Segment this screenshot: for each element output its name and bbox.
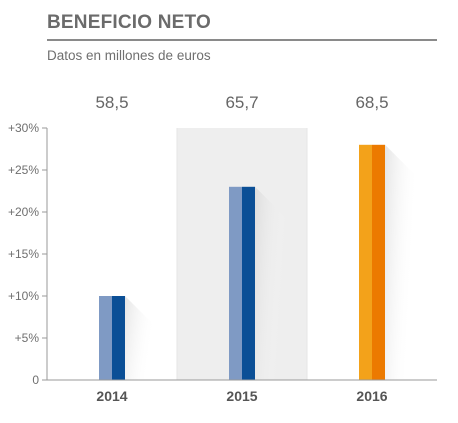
bar-2016-left bbox=[359, 144, 372, 380]
y-tick-label: +30% bbox=[8, 121, 39, 135]
bar-shadow-2015 bbox=[255, 186, 285, 380]
bar-2014-right bbox=[112, 296, 125, 380]
bar-2015 bbox=[229, 186, 255, 380]
x-tick-label-2014: 2014 bbox=[96, 388, 127, 404]
bar-shadow-2016 bbox=[385, 144, 415, 380]
bar-2014-left bbox=[99, 296, 112, 380]
x-tick-label-2016: 2016 bbox=[356, 388, 387, 404]
bar-2014 bbox=[99, 296, 125, 380]
y-tick-label: +15% bbox=[8, 247, 39, 261]
bar-2015-right bbox=[242, 186, 255, 380]
x-tick-label-2015: 2015 bbox=[226, 388, 257, 404]
y-tick-label: +10% bbox=[8, 289, 39, 303]
chart-title: BENEFICIO NETO bbox=[47, 12, 211, 33]
bar-shadow-2014 bbox=[125, 296, 155, 380]
bar-2016-right bbox=[372, 144, 385, 380]
data-label-2014: 58,5 bbox=[95, 93, 128, 112]
bar-2016 bbox=[359, 144, 385, 380]
y-tick-label: +5% bbox=[15, 331, 40, 345]
y-tick-label: 0 bbox=[32, 373, 39, 387]
chart-subtitle: Datos en millones de euros bbox=[47, 48, 211, 63]
y-tick-label: +25% bbox=[8, 163, 39, 177]
bar-2015-left bbox=[229, 186, 242, 380]
y-tick-label: +20% bbox=[8, 205, 39, 219]
data-label-2016: 68,5 bbox=[355, 93, 388, 112]
data-label-2015: 65,7 bbox=[225, 93, 258, 112]
